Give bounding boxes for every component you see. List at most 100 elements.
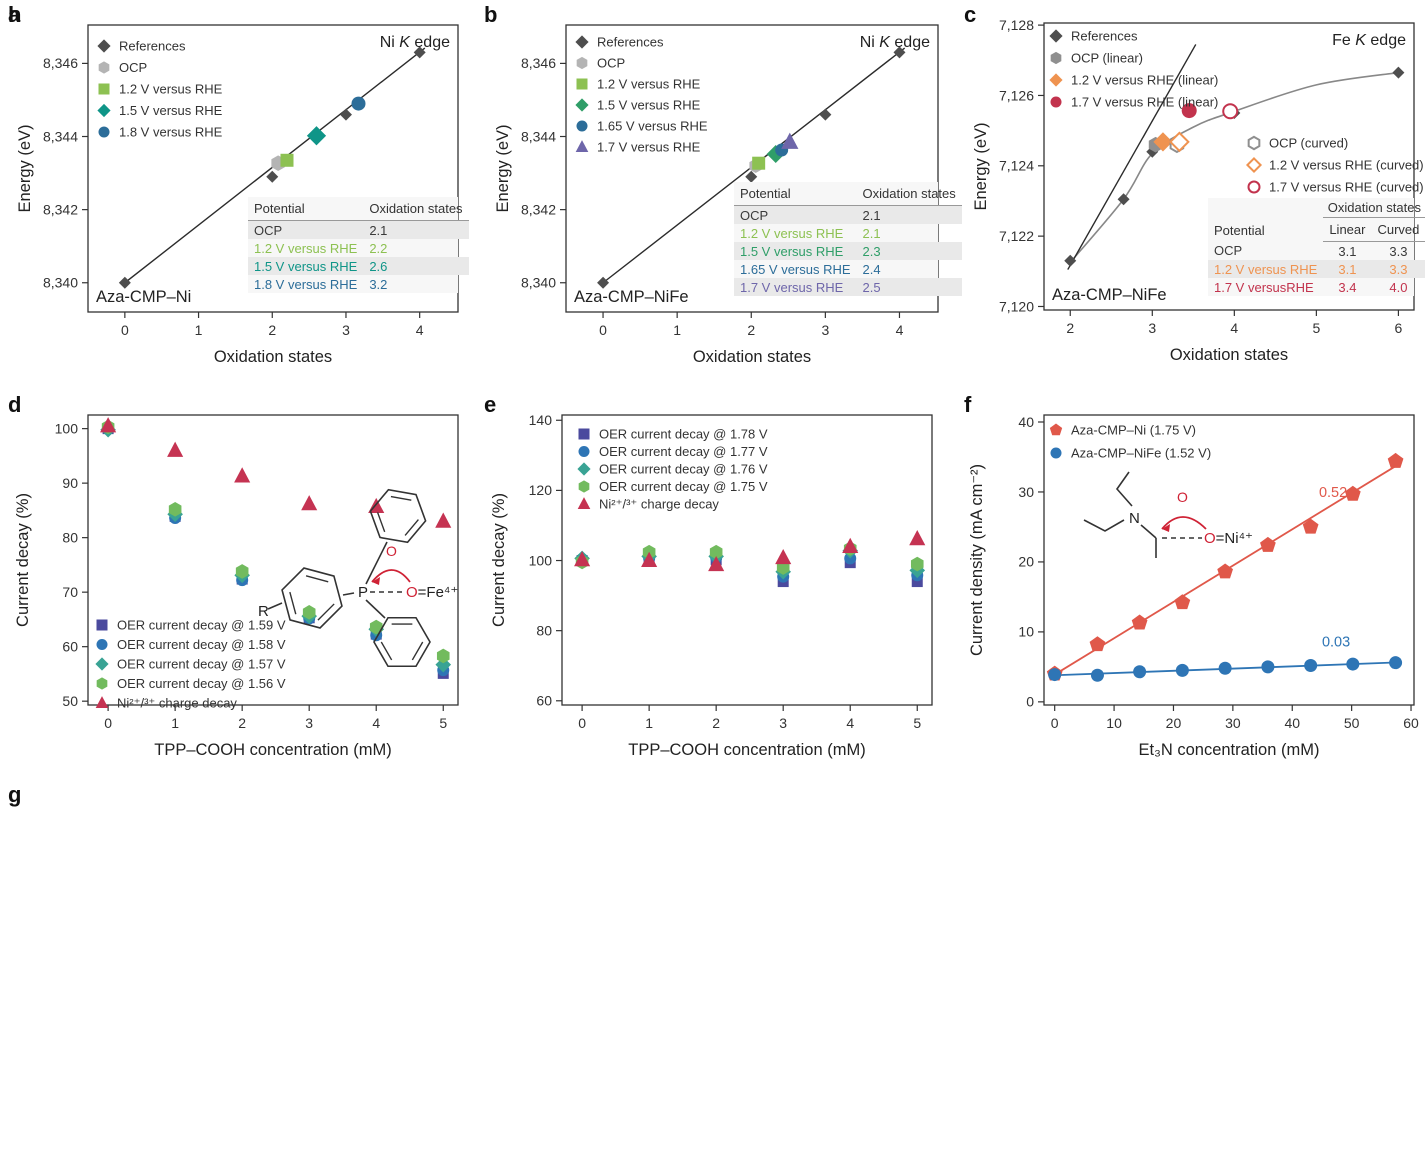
svg-text:TPP–COOH concentration (mM): TPP–COOH concentration (mM) [154, 741, 391, 759]
svg-text:0: 0 [599, 322, 607, 338]
chart-g [0, 780, 490, 1153]
svg-text:100: 100 [529, 552, 553, 568]
svg-text:3: 3 [779, 715, 787, 731]
svg-text:7,124: 7,124 [999, 158, 1034, 174]
series [1046, 452, 1404, 681]
oxidation-table-a: Potential Oxidation states OCP 2.1 1.2 V ver… [248, 197, 469, 293]
legend: OCP (curved) 1.2 V versus RHE (curved) 1.7… [1245, 136, 1424, 195]
svg-text:2: 2 [712, 715, 720, 731]
svg-text:8,340: 8,340 [521, 275, 556, 291]
svg-text:6: 6 [1395, 320, 1403, 336]
oxidation-table-c: Potential Oxidation states Linear Curved OCP… [1208, 198, 1426, 296]
oxidation-table-b: Potential Oxidation states OCP 2.1 1.2 V ver… [734, 182, 962, 296]
svg-text:Energy (eV): Energy (eV) [972, 122, 990, 210]
svg-text:Current density (mA cm⁻²): Current density (mA cm⁻²) [968, 464, 986, 656]
chart-a: 0 1 2 3 4 8,340 8,342 8,344 8,346 Oxidation state… [16, 24, 459, 366]
svg-text:Ni²⁺/³⁺ charge decay: Ni²⁺/³⁺ charge decay [117, 696, 237, 711]
svg-text:60: 60 [1403, 715, 1419, 731]
svg-text:O: O [386, 543, 397, 559]
svg-text:OER current decay @ 1.77 V: OER current decay @ 1.77 V [599, 444, 768, 459]
svg-text:OCP: OCP [597, 56, 625, 71]
panel-letter-c: c [964, 2, 977, 27]
svg-text:1: 1 [171, 715, 179, 731]
panel-letter-g: g [8, 782, 22, 807]
svg-text:7,122: 7,122 [999, 228, 1034, 244]
svg-text:8,346: 8,346 [521, 55, 556, 71]
svg-text:Fe K edge: Fe K edge [1332, 32, 1406, 49]
series [1181, 103, 1197, 119]
series [1153, 132, 1173, 152]
panel-a: a 0 1 2 3 4 8,340 8,342 8,344 8,346 Oxidation stat… [0, 0, 476, 390]
svg-text:OCP (curved): OCP (curved) [1269, 136, 1348, 151]
svg-text:TPP–COOH concentration (mM): TPP–COOH concentration (mM) [628, 741, 865, 759]
svg-text:R: R [258, 603, 269, 620]
svg-text:140: 140 [529, 412, 553, 428]
svg-text:Oxidation states: Oxidation states [1170, 346, 1288, 364]
svg-text:Current decay (%): Current decay (%) [14, 493, 32, 627]
chart-e: 0 1 2 3 4 5 60 80 100 120 140 TPP–COOH concentratio… [490, 412, 933, 759]
svg-text:100: 100 [55, 420, 79, 436]
series [597, 46, 906, 289]
svg-text:50: 50 [62, 693, 78, 709]
svg-text:0: 0 [1026, 694, 1034, 710]
svg-text:4: 4 [846, 715, 854, 731]
plot-content [574, 530, 926, 588]
svg-text:30: 30 [1018, 484, 1034, 500]
svg-text:4: 4 [1230, 320, 1238, 336]
svg-text:Aza-CMP–Ni: Aza-CMP–Ni [96, 288, 191, 306]
svg-text:120: 120 [529, 482, 553, 498]
svg-text:Ni K edge: Ni K edge [860, 34, 930, 51]
series-open [1222, 103, 1239, 120]
panel-letter-b: b [484, 2, 498, 27]
svg-text:Aza-CMP–Ni (1.75 V): Aza-CMP–Ni (1.75 V) [1071, 423, 1196, 438]
svg-text:References: References [597, 35, 664, 50]
svg-text:7,128: 7,128 [999, 17, 1034, 33]
svg-text:1: 1 [673, 322, 681, 338]
series [752, 156, 766, 170]
svg-text:1: 1 [195, 322, 203, 338]
svg-text:2: 2 [238, 715, 246, 731]
svg-text:3: 3 [305, 715, 313, 731]
svg-text:2: 2 [747, 322, 755, 338]
panel-letter-d: d [8, 392, 22, 417]
svg-text:0: 0 [104, 715, 112, 731]
series [1048, 656, 1403, 682]
chart-f: 0 10 20 30 40 50 60 0 10 20 30 40 Et₃N concentration… [968, 414, 1419, 759]
svg-text:3: 3 [342, 322, 350, 338]
series [118, 46, 426, 289]
svg-text:3: 3 [821, 322, 829, 338]
svg-text:70: 70 [62, 584, 78, 600]
svg-text:Aza-CMP–NiFe: Aza-CMP–NiFe [1052, 286, 1167, 304]
svg-text:1.7 V versus RHE: 1.7 V versus RHE [597, 140, 701, 155]
panel-e: e 0 1 2 3 4 5 60 80 100 120 140 TPP–COOH concentrati… [476, 390, 956, 780]
svg-text:7,126: 7,126 [999, 87, 1034, 103]
svg-text:1.2 V versus RHE (linear): 1.2 V versus RHE (linear) [1071, 73, 1218, 88]
panel-letter-i: i [8, 2, 15, 27]
svg-text:O: O [1177, 489, 1188, 505]
panel-g: g [0, 780, 490, 1153]
svg-text:20: 20 [1018, 554, 1034, 570]
svg-text:30: 30 [1225, 715, 1241, 731]
svg-text:10: 10 [1106, 715, 1122, 731]
panel-letter-h: h [8, 2, 22, 27]
svg-text:5: 5 [913, 715, 921, 731]
svg-text:Energy (eV): Energy (eV) [494, 124, 512, 212]
panel-b: b 0 1 2 3 4 8,340 8,342 8,344 8,346 Oxidation stat… [476, 0, 962, 390]
svg-text:1.5 V versus RHE: 1.5 V versus RHE [119, 103, 223, 118]
svg-text:OER current decay @ 1.76 V: OER current decay @ 1.76 V [599, 462, 768, 477]
svg-text:80: 80 [62, 529, 78, 545]
svg-text:0: 0 [1051, 715, 1059, 731]
svg-text:5: 5 [439, 715, 447, 731]
svg-text:2: 2 [1066, 320, 1074, 336]
svg-text:OER current decay @ 1.57 V: OER current decay @ 1.57 V [117, 657, 286, 672]
svg-text:80: 80 [536, 622, 552, 638]
series [280, 153, 294, 167]
svg-text:0: 0 [578, 715, 586, 731]
panel-letter-a: a [8, 2, 21, 27]
svg-text:50: 50 [1344, 715, 1360, 731]
svg-text:1.2 V versus RHE: 1.2 V versus RHE [119, 82, 223, 97]
axes: 0 1 2 3 4 5 60 80 100 120 140 TPP–COOH concentratio… [490, 412, 933, 759]
svg-text:1: 1 [645, 715, 653, 731]
panel-c: c 2 3 4 5 6 7,120 7,122 7,124 7,126 7,128 Oxidation… [956, 0, 1428, 390]
